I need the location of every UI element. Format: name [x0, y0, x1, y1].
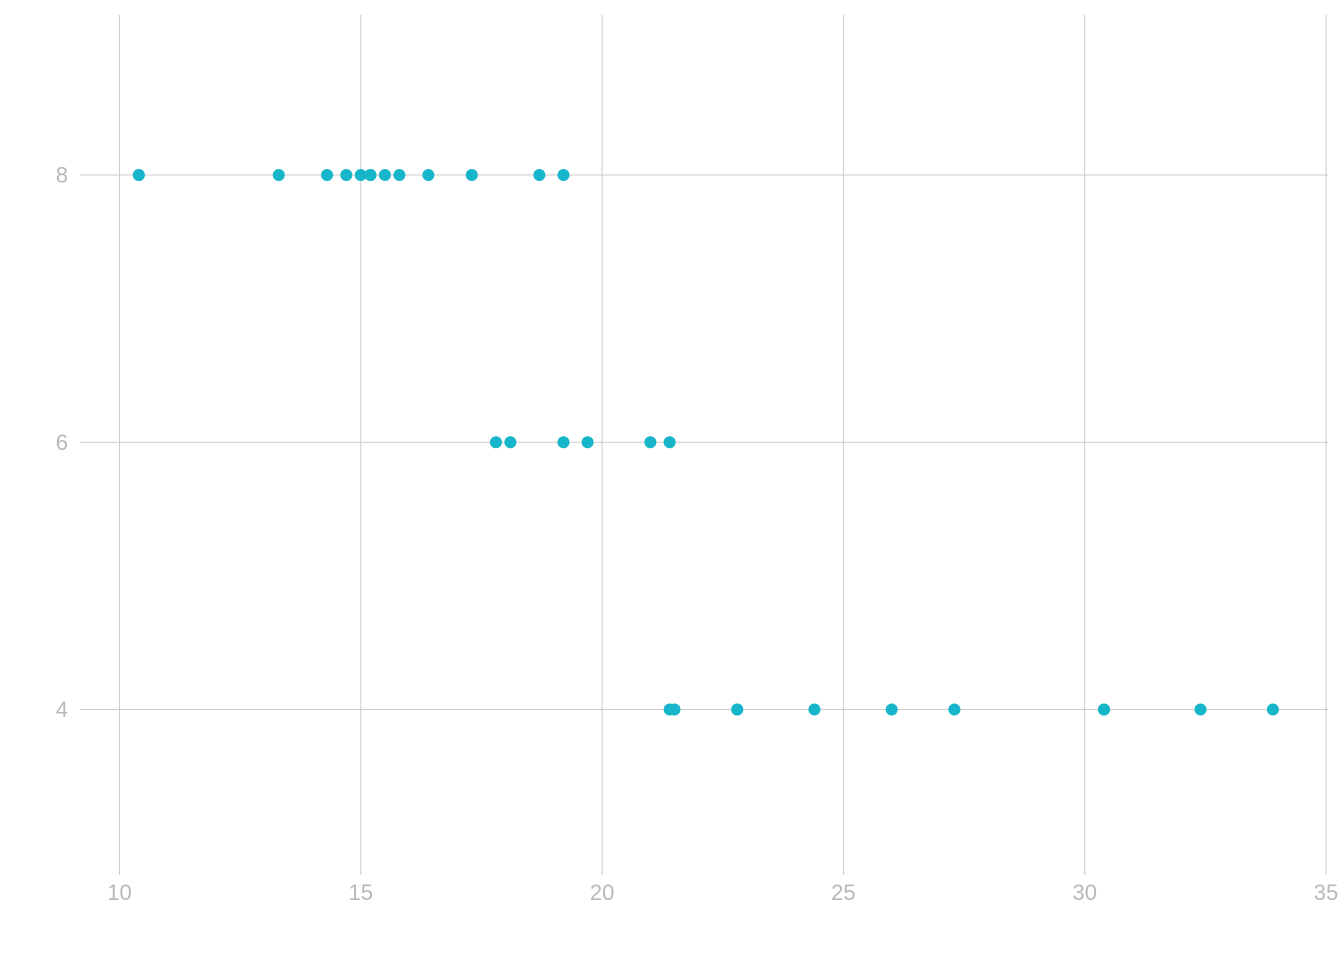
data-point [340, 169, 353, 181]
data-point [885, 703, 898, 716]
data-point [731, 703, 744, 716]
data-point [663, 436, 676, 449]
data-point [378, 169, 391, 181]
data-point [948, 703, 961, 716]
data-point [557, 436, 570, 449]
x-tick-label: 25 [831, 880, 855, 905]
x-tick-label: 15 [349, 880, 373, 905]
x-axis-tick-labels: 10 15 20 25 30 35 [107, 880, 1338, 905]
x-tick-label: 20 [590, 880, 614, 905]
data-point [581, 436, 594, 449]
data-point [1266, 703, 1279, 716]
data-point [393, 169, 406, 181]
x-tick-label: 30 [1072, 880, 1096, 905]
data-point [321, 169, 334, 181]
y-gridlines [80, 174, 1328, 710]
data-point [668, 703, 681, 716]
data-point [132, 169, 145, 181]
data-point [422, 169, 435, 181]
data-point [364, 169, 377, 181]
data-point [533, 169, 546, 181]
data-point [557, 169, 570, 181]
data-point [808, 703, 821, 716]
data-point [489, 436, 502, 449]
y-tick-label: 8 [56, 163, 68, 188]
y-axis-tick-labels: 4 6 8 [56, 163, 68, 723]
x-gridlines [119, 15, 1327, 875]
data-points [132, 169, 1279, 716]
data-point [272, 169, 285, 181]
x-tick-label: 10 [107, 880, 131, 905]
data-point [644, 436, 657, 449]
y-tick-label: 6 [56, 430, 68, 455]
data-point [1194, 703, 1207, 716]
data-point [1098, 703, 1111, 716]
x-tick-label: 35 [1314, 880, 1338, 905]
data-point [504, 436, 517, 449]
data-point [465, 169, 478, 181]
data-point [354, 169, 367, 181]
y-tick-label: 4 [56, 697, 68, 722]
